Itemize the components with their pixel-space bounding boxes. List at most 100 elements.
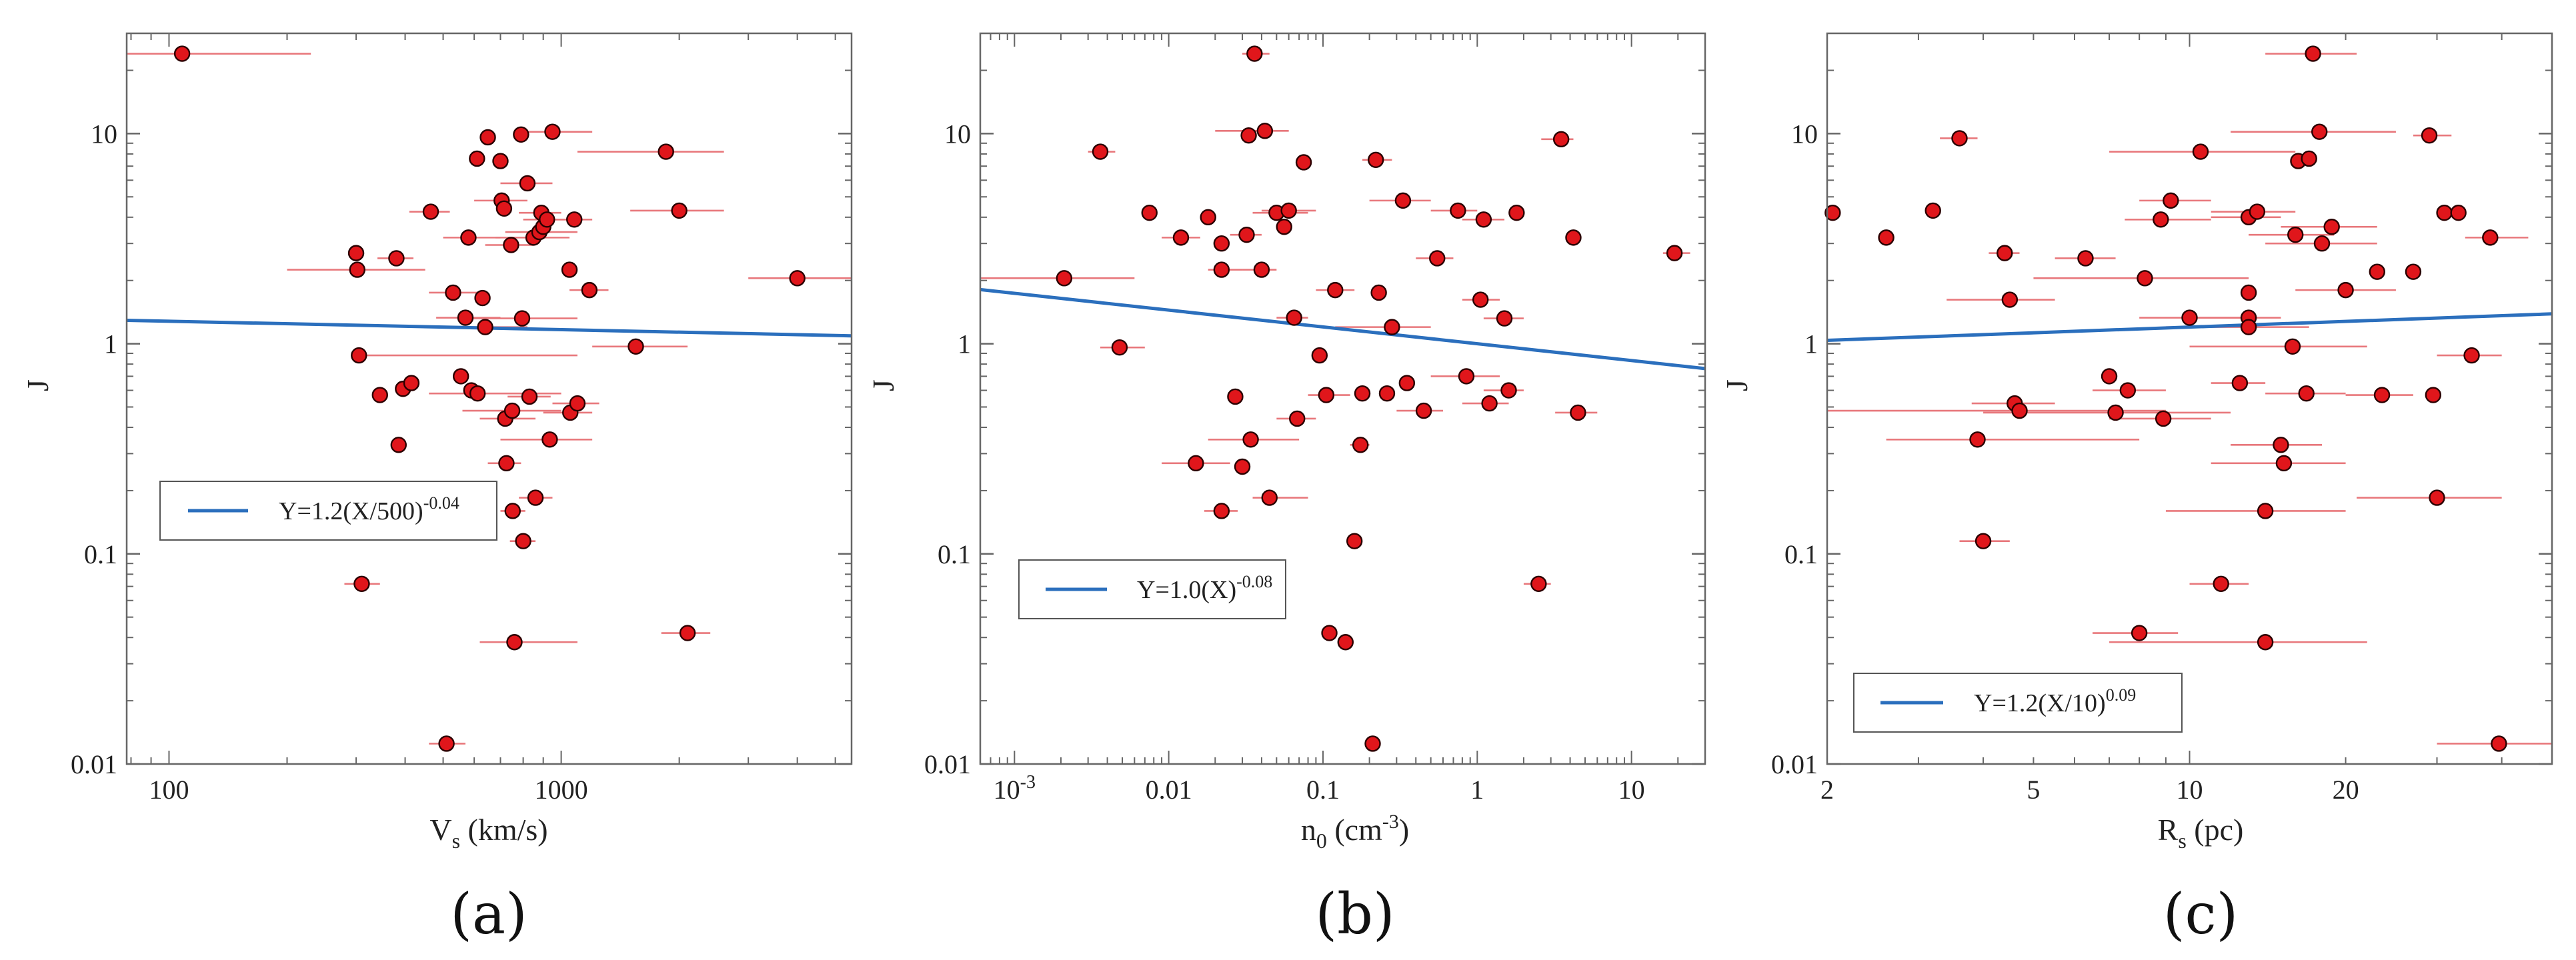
data-point (1364, 735, 1381, 752)
data-point (1213, 261, 1230, 278)
data-point (2119, 382, 2137, 399)
x-tick-label: 0.01 (1146, 775, 1192, 805)
x-tick-label: 10 (1618, 775, 1645, 805)
data-point (561, 261, 578, 278)
data-point (2240, 319, 2257, 335)
data-point (1415, 402, 1432, 419)
data-point (504, 503, 521, 519)
panel-c: 0.01 0.1 1 10 2 5 10 20 J Rs (pc) Y=1.2(X/10)0.… (1720, 32, 2553, 947)
data-point (2240, 284, 2257, 301)
data-point (1227, 388, 1244, 405)
panel-b: 0.01 0.1 1 10 10-3 0.01 0.1 1 10 J n0 (cm-3) Y=1… (866, 32, 1706, 947)
y-axis-label: J (866, 379, 900, 391)
legend-text: Y=1.2(X/500)-0.04 (279, 493, 459, 525)
panel-label: (a) (450, 881, 527, 947)
data-point (1370, 284, 1387, 301)
x-axis-label: Vs (km/s) (429, 813, 547, 853)
y-tick-label: 10 (1791, 119, 1818, 149)
data-point (2181, 309, 2198, 326)
data-point (2436, 204, 2453, 221)
data-point (527, 489, 544, 506)
x-tick-label: 10 (2177, 775, 2203, 805)
data-point (1429, 250, 1446, 267)
data-point (506, 634, 523, 651)
data-point (2284, 338, 2301, 355)
data-point (347, 245, 365, 261)
data-point (1253, 261, 1270, 278)
data-point (1280, 202, 1297, 219)
data-point (438, 735, 455, 752)
y-tick-label: 0.01 (924, 749, 971, 779)
data-point (1261, 489, 1278, 506)
data-point (1213, 503, 1230, 519)
data-point (1141, 204, 1158, 221)
data-point (2482, 229, 2499, 246)
data-point (388, 250, 405, 267)
data-point (1924, 202, 1941, 219)
data-point (1570, 404, 1586, 421)
data-point (789, 270, 806, 287)
data-point (469, 385, 486, 402)
data-point (1318, 387, 1335, 403)
data-point (2137, 270, 2153, 287)
panel-label: (c) (2163, 881, 2239, 947)
data-point (2301, 150, 2317, 167)
data-point (1289, 410, 1306, 427)
data-point (539, 211, 555, 228)
data-point (1256, 123, 1274, 139)
data-point (1500, 382, 1517, 399)
x-tick-label: 20 (2333, 775, 2359, 805)
data-point (1346, 533, 1363, 549)
data-point (1458, 368, 1475, 385)
data-point (1111, 339, 1128, 356)
data-point (2491, 735, 2507, 752)
data-point (477, 319, 493, 335)
data-point (1398, 375, 1416, 391)
data-point (1475, 211, 1492, 228)
y-tick-label: 0.1 (938, 539, 971, 569)
data-point (2257, 634, 2274, 651)
data-point (658, 143, 674, 160)
data-point (1321, 625, 1338, 641)
panel-label: (b) (1315, 881, 1394, 947)
data-point (1352, 437, 1369, 453)
x-tick-label: 10-3 (994, 772, 1036, 805)
data-point (1311, 347, 1328, 364)
data-point (1188, 455, 1204, 472)
data-point (2153, 211, 2169, 228)
data-point (422, 203, 439, 220)
y-tick-label: 1 (1804, 329, 1818, 359)
x-tick-label: 5 (2027, 775, 2040, 805)
data-point (452, 368, 469, 385)
data-point (2313, 235, 2331, 252)
data-point (371, 387, 388, 403)
data-point (1384, 319, 1400, 335)
data-point (519, 175, 536, 192)
y-tick-label: 10 (944, 119, 971, 149)
data-point (521, 388, 538, 405)
data-point (1337, 634, 1354, 651)
data-point (2192, 143, 2209, 160)
data-point (1092, 143, 1109, 160)
data-point (1240, 127, 1257, 144)
data-point (2107, 404, 2124, 421)
data-point (457, 309, 474, 326)
data-point (679, 625, 696, 641)
data-point (515, 533, 531, 549)
y-tick-label: 1 (958, 329, 971, 359)
data-point (1878, 229, 1894, 246)
data-point (2131, 625, 2148, 641)
data-point (1354, 385, 1371, 402)
data-point (445, 284, 461, 301)
data-point (2369, 263, 2385, 280)
data-point (1481, 395, 1498, 412)
x-axis-label: Rs (pc) (2158, 813, 2244, 853)
data-point (1552, 131, 1570, 148)
data-point (2257, 503, 2274, 519)
data-point (627, 338, 644, 355)
panel-a: 0.01 0.1 1 10 100 1000 J Vs (km/s) Y=1.2(X/50… (21, 32, 853, 947)
plot-frame (979, 32, 1706, 765)
data-point (2373, 387, 2391, 403)
fit-line (980, 287, 1706, 371)
